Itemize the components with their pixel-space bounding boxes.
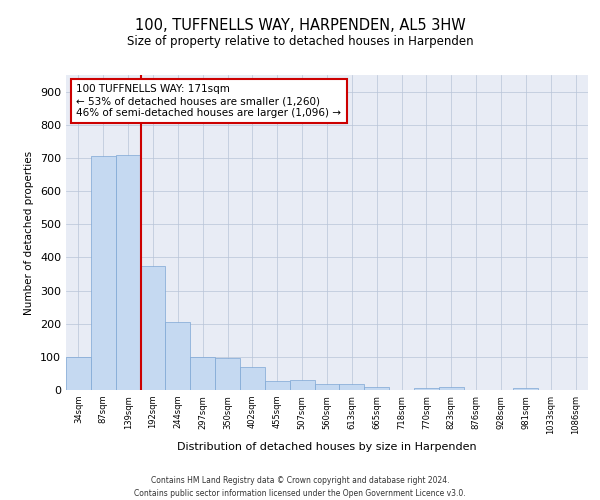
Text: 100 TUFFNELLS WAY: 171sqm
← 53% of detached houses are smaller (1,260)
46% of se: 100 TUFFNELLS WAY: 171sqm ← 53% of detac… (76, 84, 341, 117)
Text: Contains HM Land Registry data © Crown copyright and database right 2024.
Contai: Contains HM Land Registry data © Crown c… (134, 476, 466, 498)
Bar (166, 322, 190, 390)
Bar (439, 388, 464, 390)
Bar (364, 387, 389, 390)
Text: Size of property relative to detached houses in Harpenden: Size of property relative to detached ho… (127, 35, 473, 48)
Bar (215, 358, 240, 390)
Bar (514, 388, 538, 390)
Y-axis label: Number of detached properties: Number of detached properties (25, 150, 34, 314)
Bar (290, 380, 314, 390)
Bar (340, 384, 364, 390)
Bar (140, 266, 166, 390)
Text: 100, TUFFNELLS WAY, HARPENDEN, AL5 3HW: 100, TUFFNELLS WAY, HARPENDEN, AL5 3HW (134, 18, 466, 32)
Bar (116, 154, 140, 390)
Bar (190, 357, 215, 390)
Bar (240, 367, 265, 390)
Bar (91, 156, 116, 390)
X-axis label: Distribution of detached houses by size in Harpenden: Distribution of detached houses by size … (177, 442, 477, 452)
Bar (66, 357, 91, 390)
Bar (314, 384, 340, 390)
Bar (265, 380, 290, 390)
Bar (414, 388, 439, 390)
